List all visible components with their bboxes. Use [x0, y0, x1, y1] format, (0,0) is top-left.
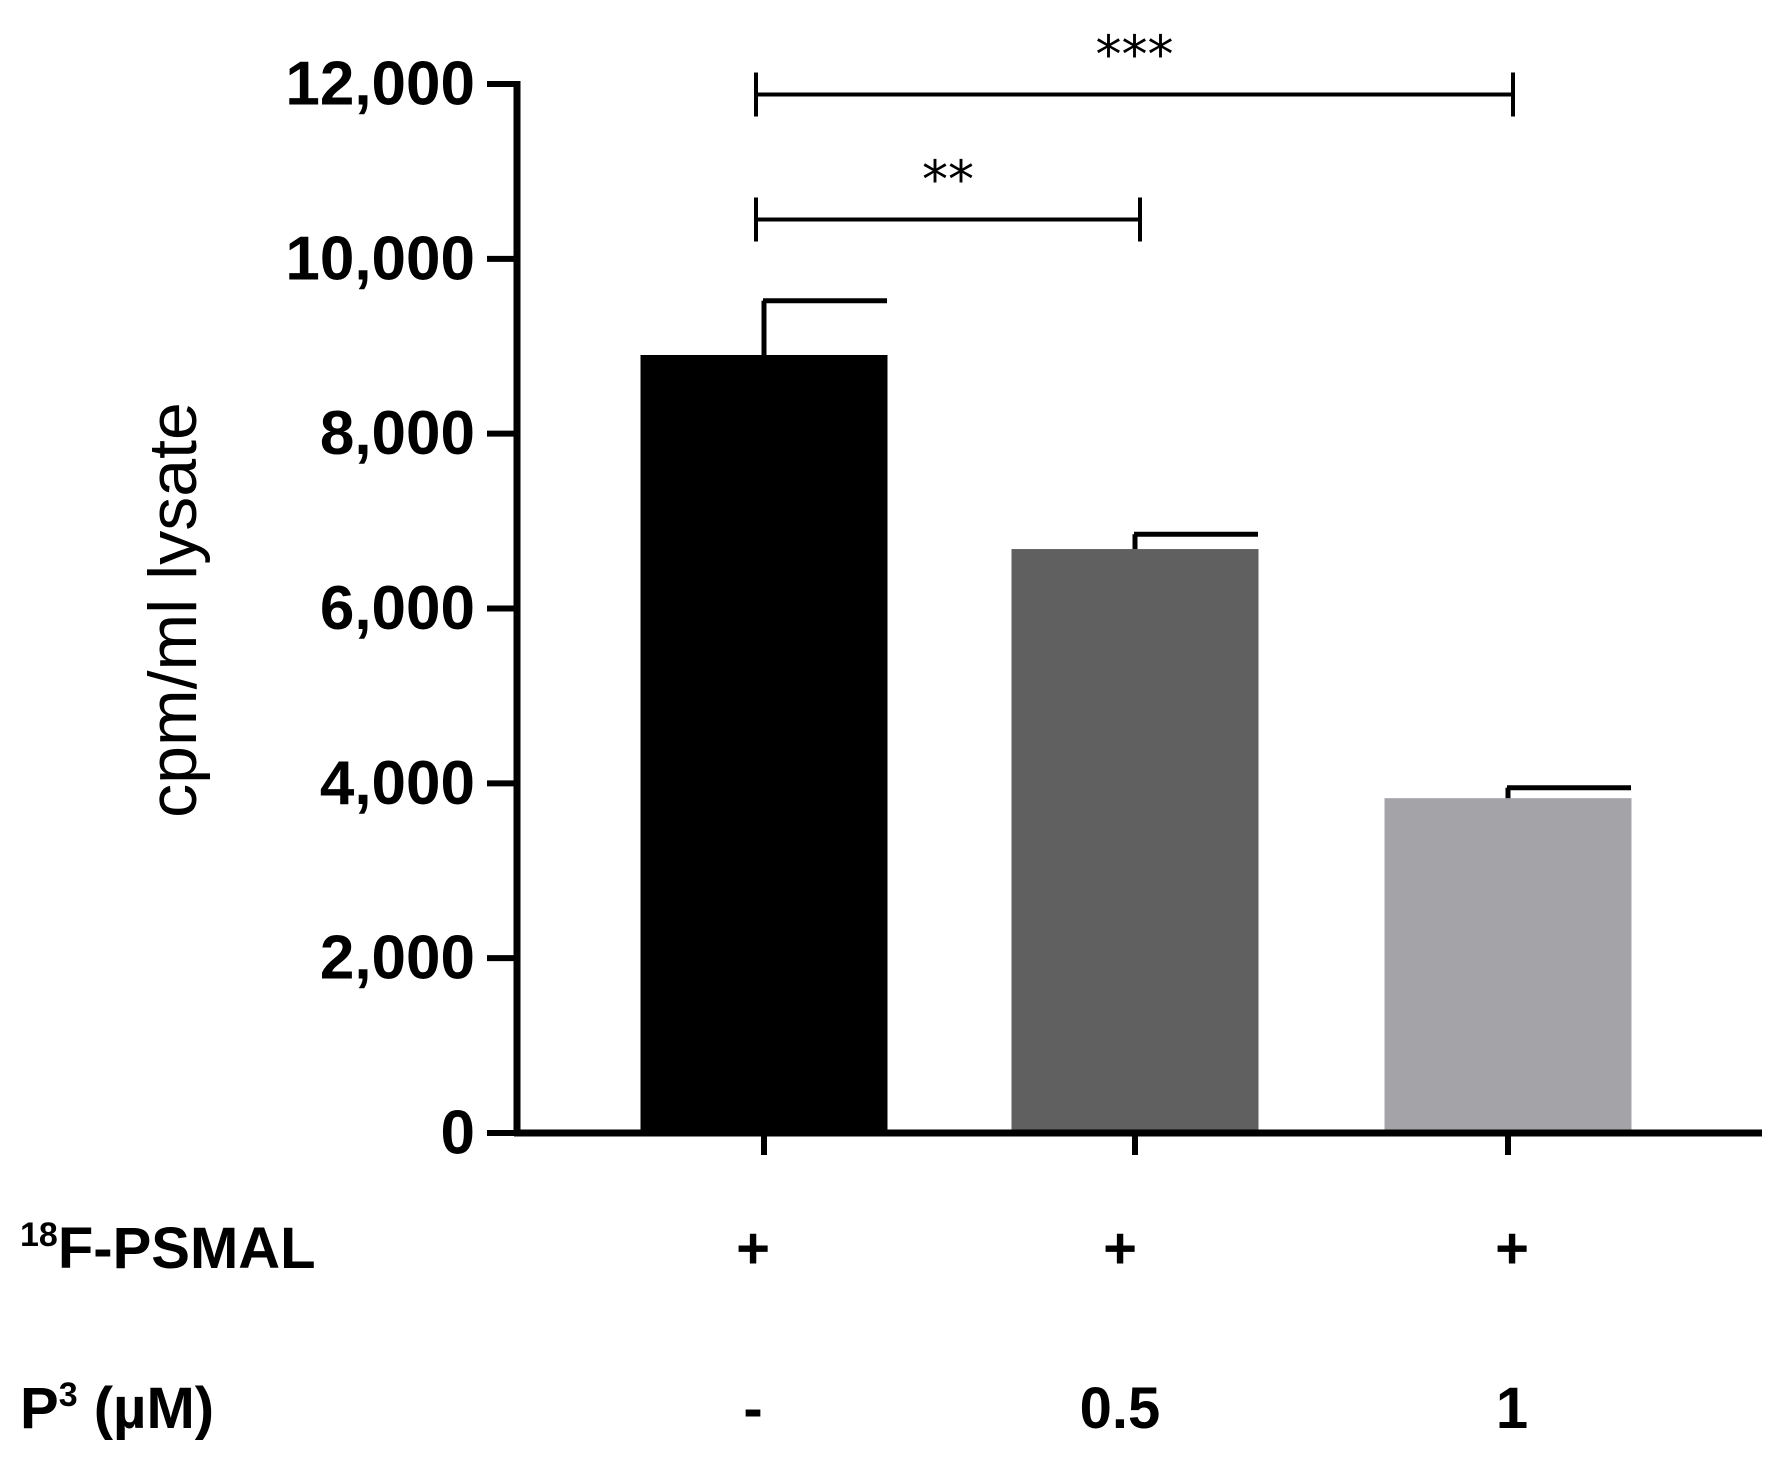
condition-value-1-0: -	[743, 1376, 762, 1441]
y-tick-label-6: 12,000	[285, 50, 475, 119]
condition-value-0-2: +	[1495, 1216, 1529, 1281]
condition-value-0-1: +	[1103, 1216, 1137, 1281]
y-tick-label-5: 10,000	[285, 224, 475, 293]
y-tick-label-0: 0	[441, 1099, 475, 1168]
significance-brackets: *****	[754, 25, 1515, 242]
condition-row-label-psmal: 18F-PSMAL	[20, 1216, 316, 1281]
condition-value-1-2: 1	[1496, 1376, 1528, 1441]
error-bars	[761, 298, 1631, 799]
y-axis-label: cpm/ml lysate	[135, 402, 211, 818]
condition-values: + + + - 0.5 1	[736, 1216, 1529, 1441]
bar-0	[640, 354, 888, 1133]
error-bar-2	[1505, 785, 1631, 799]
significance-bracket-0: **	[754, 150, 1142, 242]
p3-name: P	[20, 1376, 59, 1441]
bar-2	[1384, 798, 1632, 1133]
psmal-name: F-PSMAL	[58, 1216, 316, 1281]
significance-label-1: ***	[1096, 25, 1174, 85]
condition-row-label-p3: P3 (µM)	[20, 1376, 214, 1441]
y-tick-label-4: 8,000	[320, 399, 475, 468]
y-tick-label-1: 2,000	[320, 924, 475, 993]
p3-superscript: 3	[59, 1376, 78, 1414]
y-tick-label-2: 4,000	[320, 749, 475, 818]
bar-1	[1011, 549, 1259, 1133]
significance-bracket-1: ***	[754, 25, 1515, 117]
error-bar-0	[761, 298, 887, 355]
p3-unit: (µM)	[78, 1376, 214, 1441]
error-bar-1	[1132, 531, 1258, 550]
y-tick-label-3: 6,000	[320, 574, 475, 643]
axes: 0 2,000 4,000 6,000 8,000 10,000 12,000	[285, 50, 1762, 1168]
bars	[640, 354, 1632, 1133]
psmal-superscript: 18	[20, 1216, 58, 1254]
condition-value-1-1: 0.5	[1080, 1376, 1161, 1441]
significance-label-0: **	[922, 150, 974, 210]
condition-value-0-0: +	[736, 1216, 770, 1281]
